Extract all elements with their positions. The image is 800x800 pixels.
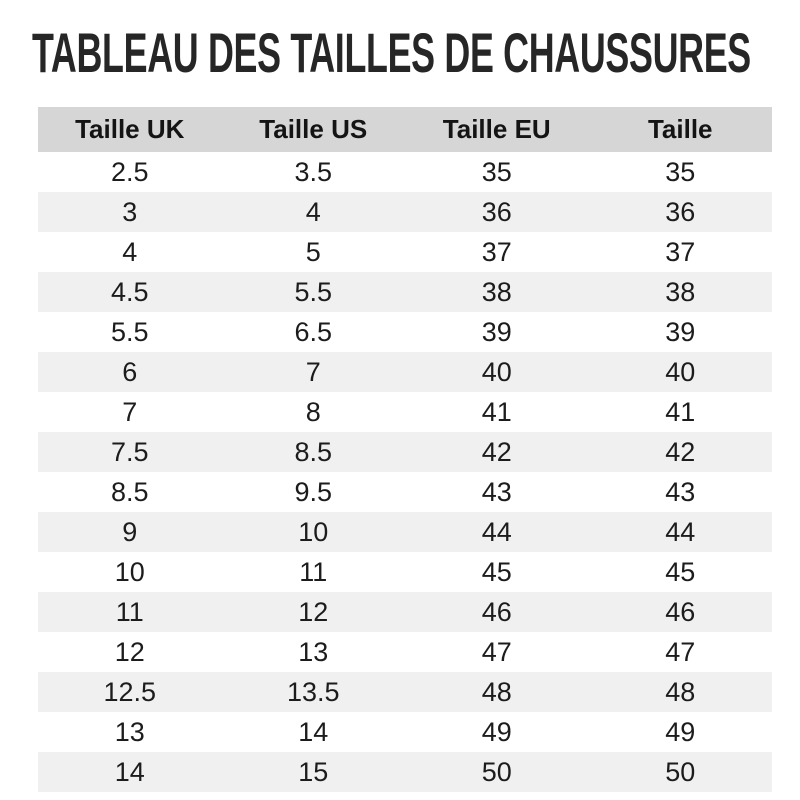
table-row: 5.5 6.5 39 39	[38, 312, 772, 352]
table-cell: 40	[665, 356, 696, 387]
table-cell: 10	[114, 556, 145, 587]
table-cell: 47	[481, 636, 512, 667]
table-cell: 12	[114, 636, 145, 667]
table-row: 6 7 40 40	[38, 352, 772, 392]
table-cell: 42	[481, 436, 512, 467]
table-cell: 7	[122, 396, 138, 427]
table-cell: 10	[298, 516, 329, 547]
table-cell: 38	[665, 276, 696, 307]
table-cell: 47	[665, 636, 696, 667]
table-cell: 38	[481, 276, 512, 307]
table-cell: 9	[122, 516, 138, 547]
table-cell: 2.5	[110, 156, 149, 187]
table-cell: 43	[481, 476, 512, 507]
table-cell: 48	[481, 676, 512, 707]
header-row: Taille UK Taille US Taille EU Taille	[38, 107, 772, 152]
table-cell: 6	[122, 356, 138, 387]
table-cell: 3.5	[294, 156, 333, 187]
table-cell: 48	[665, 676, 696, 707]
table-cell: 49	[665, 716, 696, 747]
table-cell: 44	[665, 516, 696, 547]
table-cell: 50	[665, 756, 696, 787]
table-cell: 37	[665, 236, 696, 267]
table-row: 7.5 8.5 42 42	[38, 432, 772, 472]
size-table-header: Taille UK Taille US Taille EU Taille	[38, 107, 772, 152]
table-cell: 45	[481, 556, 512, 587]
table-cell: 49	[481, 716, 512, 747]
table-cell: 7	[305, 356, 321, 387]
table-cell: 46	[481, 596, 512, 627]
table-cell: 5.5	[110, 316, 149, 347]
table-cell: 12	[298, 596, 329, 627]
table-cell: 13.5	[286, 676, 340, 707]
table-cell: 39	[481, 316, 512, 347]
table-cell: 41	[481, 396, 512, 427]
size-table: Taille UK Taille US Taille EU Taille 2.5…	[38, 107, 772, 792]
table-cell: 6.5	[294, 316, 333, 347]
table-row: 12.5 13.5 48 48	[38, 672, 772, 712]
table-cell: 14	[298, 716, 329, 747]
table-cell: 36	[481, 196, 512, 227]
table-cell: 40	[481, 356, 512, 387]
column-header-taille: Taille	[588, 107, 772, 152]
table-cell: 50	[481, 756, 512, 787]
table-cell: 39	[665, 316, 696, 347]
table-row: 11 12 46 46	[38, 592, 772, 632]
table-cell: 46	[665, 596, 696, 627]
table-cell: 11	[115, 596, 144, 627]
table-row: 3 4 36 36	[38, 192, 772, 232]
table-row: 4 5 37 37	[38, 232, 772, 272]
table-cell: 4	[122, 236, 138, 267]
table-row: 12 13 47 47	[38, 632, 772, 672]
table-cell: 37	[481, 236, 512, 267]
table-row: 14 15 50 50	[38, 752, 772, 792]
table-cell: 44	[481, 516, 512, 547]
table-cell: 41	[665, 396, 696, 427]
table-cell: 4	[305, 196, 321, 227]
table-cell: 7.5	[110, 436, 149, 467]
table-cell: 4.5	[110, 276, 149, 307]
page-title: TABLEAU DES TAILLES DE CHAUSSURES	[32, 21, 751, 84]
table-cell: 8.5	[294, 436, 333, 467]
table-cell: 14	[114, 756, 145, 787]
table-cell: 35	[481, 156, 512, 187]
column-header-uk: Taille UK	[38, 107, 222, 152]
table-row: 10 11 45 45	[38, 552, 772, 592]
table-cell: 8.5	[110, 476, 149, 507]
table-cell: 8	[305, 396, 321, 427]
table-cell: 13	[298, 636, 329, 667]
table-cell: 13	[114, 716, 145, 747]
table-cell: 15	[298, 756, 329, 787]
table-row: 7 8 41 41	[38, 392, 772, 432]
table-cell: 42	[665, 436, 696, 467]
column-header-us: Taille US	[221, 107, 405, 152]
table-cell: 9.5	[294, 476, 333, 507]
table-row: 4.5 5.5 38 38	[38, 272, 772, 312]
table-cell: 11	[299, 556, 328, 587]
table-row: 9 10 44 44	[38, 512, 772, 552]
table-cell: 35	[665, 156, 696, 187]
table-cell: 36	[665, 196, 696, 227]
table-row: 8.5 9.5 43 43	[38, 472, 772, 512]
table-cell: 43	[665, 476, 696, 507]
table-cell: 5.5	[294, 276, 333, 307]
table-cell: 5	[305, 236, 321, 267]
table-row: 2.5 3.5 35 35	[38, 152, 772, 192]
table-cell: 3	[122, 196, 138, 227]
size-table-body: 2.5 3.5 35 35 3 4 36 36 4 5 37 37 4.5 5.5 38 38 5.5 6.5 39…	[38, 152, 772, 792]
table-cell: 12.5	[103, 676, 157, 707]
column-header-eu: Taille EU	[405, 107, 589, 152]
table-cell: 45	[665, 556, 696, 587]
table-row: 13 14 49 49	[38, 712, 772, 752]
